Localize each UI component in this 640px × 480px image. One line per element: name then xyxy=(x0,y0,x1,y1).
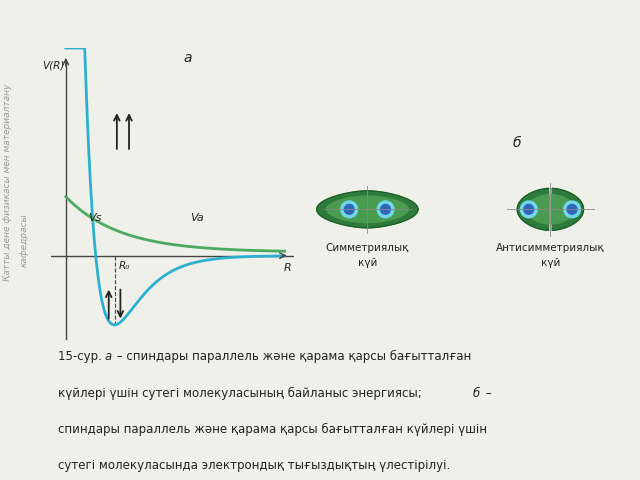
Circle shape xyxy=(377,201,394,218)
Text: күйлері үшін сутегі молекуласының байланыс энергиясы;: күйлері үшін сутегі молекуласының байлан… xyxy=(58,387,425,400)
Text: Симметриялық: Симметриялық xyxy=(326,242,409,252)
Circle shape xyxy=(344,204,354,214)
Text: Vs: Vs xyxy=(88,213,102,223)
Text: а: а xyxy=(105,350,112,363)
Text: Va: Va xyxy=(190,213,204,223)
Circle shape xyxy=(520,201,537,218)
Text: 15-сур.: 15-сур. xyxy=(58,350,105,363)
Circle shape xyxy=(564,201,580,218)
Text: күй: күй xyxy=(541,258,560,268)
Text: R₀: R₀ xyxy=(118,261,130,271)
Text: б: б xyxy=(472,387,479,400)
Circle shape xyxy=(524,204,534,214)
Circle shape xyxy=(341,201,358,218)
Text: спиндары параллель және қарама қарсы бағытталған күйлері үшін: спиндары параллель және қарама қарсы бағ… xyxy=(58,423,486,436)
Text: – спиндары параллель және қарама қарсы бағытталған: – спиндары параллель және қарама қарсы б… xyxy=(113,350,472,363)
Polygon shape xyxy=(526,195,549,224)
Circle shape xyxy=(567,204,577,214)
Text: кафедрасы: кафедрасы xyxy=(20,213,29,267)
Text: a: a xyxy=(183,51,191,65)
Text: R: R xyxy=(284,263,291,273)
Text: сутегі молекуласында электрондық тығыздықтың үлестірілуі.: сутегі молекуласында электрондық тығызды… xyxy=(58,459,450,472)
Text: Антисимметриялық: Антисимметриялық xyxy=(496,242,605,252)
Text: Қатты дене физикасы мен материалтану: Қатты дене физикасы мен материалтану xyxy=(3,84,12,281)
Polygon shape xyxy=(317,191,418,228)
Polygon shape xyxy=(552,195,575,224)
Polygon shape xyxy=(517,188,548,230)
Text: б: б xyxy=(513,136,522,150)
Circle shape xyxy=(381,204,390,214)
Text: V(R): V(R) xyxy=(42,60,65,70)
Text: –: – xyxy=(482,387,492,400)
Polygon shape xyxy=(326,196,408,223)
Polygon shape xyxy=(552,188,584,230)
Text: күй: күй xyxy=(358,258,377,268)
